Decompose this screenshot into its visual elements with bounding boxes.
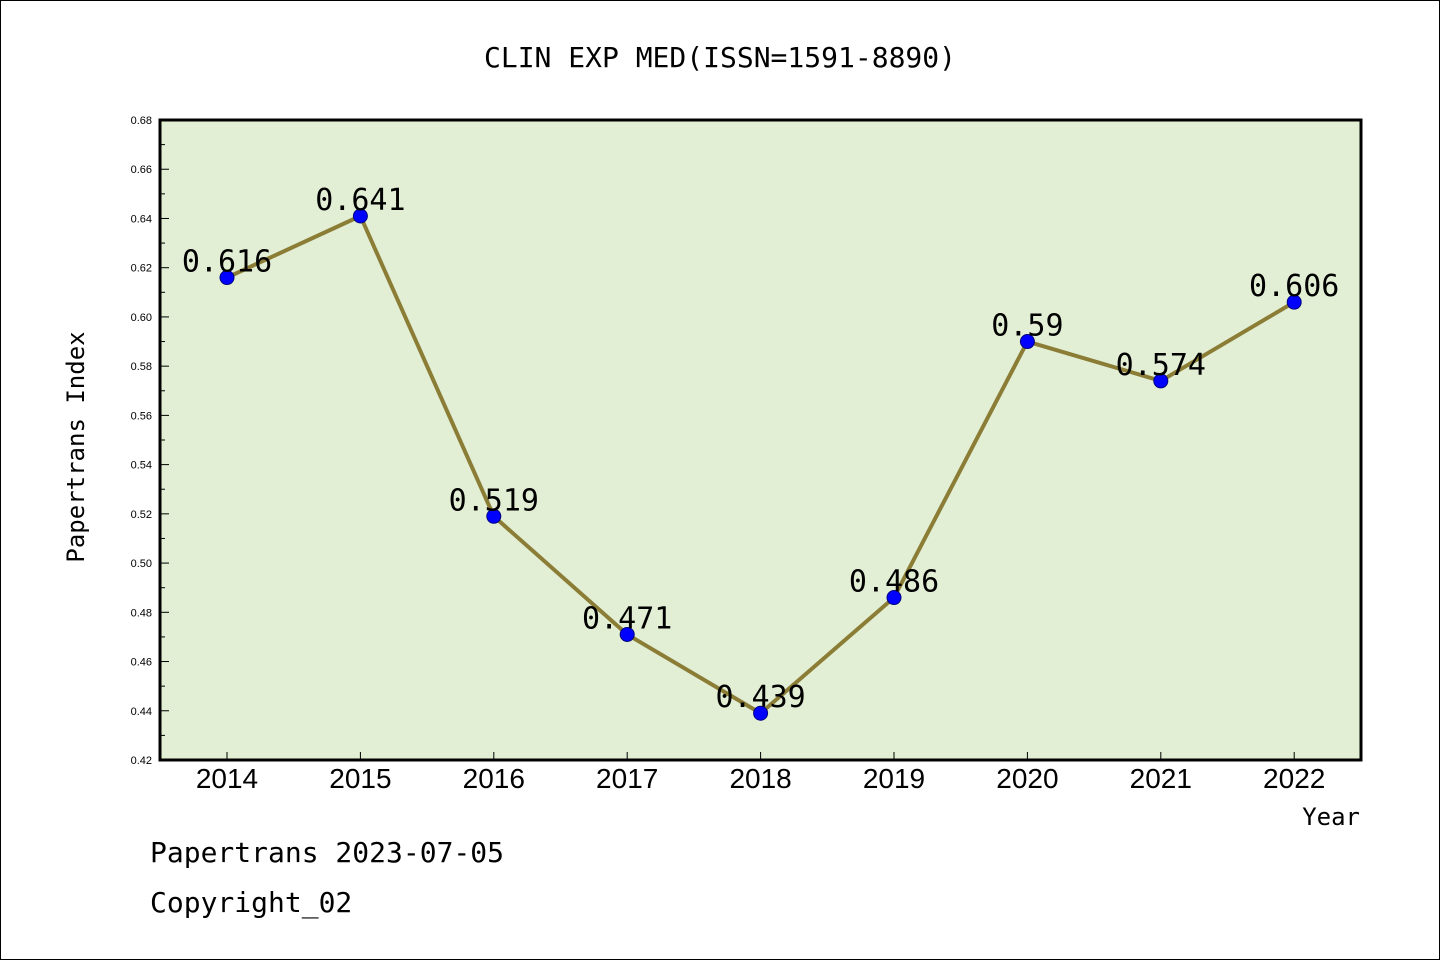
y-tick-label: 0.52: [131, 509, 152, 521]
footer-copyright: Copyright_02: [150, 886, 353, 919]
data-point: [219, 270, 235, 286]
y-tick-label: 0.60: [131, 312, 152, 324]
x-axis-label: Year: [1302, 803, 1360, 831]
y-tick-label: 0.54: [131, 460, 152, 472]
series-layer: 0.616 0.641 0.519 0.471 0.439 0.486 0.59 0.574 0…: [182, 183, 1339, 721]
data-label: 0.439: [715, 680, 805, 715]
x-tick-label: 2015: [329, 763, 391, 794]
x-tick-label: 2016: [463, 763, 525, 794]
y-axis-label: Papertrans Index: [62, 331, 90, 562]
x-tick-label: 2018: [729, 763, 791, 794]
plot-border: [158, 118, 1363, 762]
y-tick-label: 0.50: [131, 558, 152, 570]
y-tick-label: 0.68: [131, 115, 152, 127]
y-tick-label: 0.62: [131, 263, 152, 275]
data-point: [619, 626, 635, 642]
data-point: [886, 590, 902, 606]
y-tick-label: 0.58: [131, 361, 152, 373]
y-tick-label: 0.56: [131, 410, 152, 422]
x-tick-label: 2017: [596, 763, 658, 794]
y-axis-ticks: 0.42 0.44 0.46 0.48 0.50 0.52 0.54 0.56 0.58 0.60…: [131, 115, 169, 767]
data-label: 0.641: [315, 183, 405, 218]
data-point: [486, 508, 502, 524]
x-axis-ticks: 2014 2015 2016 2017 2018 2019 2020 2021 2022: [196, 752, 1325, 794]
data-label: 0.574: [1116, 348, 1206, 383]
data-label: 0.519: [449, 483, 539, 518]
y-tick-label: 0.44: [131, 706, 152, 718]
data-point: [1153, 373, 1169, 389]
data-label: 0.606: [1249, 269, 1339, 304]
data-label: 0.471: [582, 601, 672, 636]
y-tick-label: 0.64: [131, 213, 152, 225]
data-point: [352, 208, 368, 224]
data-point: [1286, 294, 1302, 310]
x-tick-label: 2014: [196, 763, 258, 794]
data-label: 0.616: [182, 245, 272, 280]
y-tick-label: 0.46: [131, 657, 152, 669]
chart-title: CLIN EXP MED(ISSN=1591-8890): [484, 41, 956, 74]
x-tick-label: 2021: [1130, 763, 1192, 794]
x-tick-label: 2020: [996, 763, 1058, 794]
data-point: [1019, 334, 1035, 350]
y-tick-label: 0.42: [131, 755, 152, 767]
y-tick-label: 0.66: [131, 164, 152, 176]
footer-date: Papertrans 2023-07-05: [150, 836, 505, 869]
data-label: 0.59: [991, 309, 1063, 344]
x-tick-label: 2022: [1263, 763, 1325, 794]
y-tick-label: 0.48: [131, 607, 152, 619]
data-point: [753, 705, 769, 721]
data-label: 0.486: [849, 565, 939, 600]
plot-area: [160, 120, 1361, 760]
x-tick-label: 2019: [863, 763, 925, 794]
